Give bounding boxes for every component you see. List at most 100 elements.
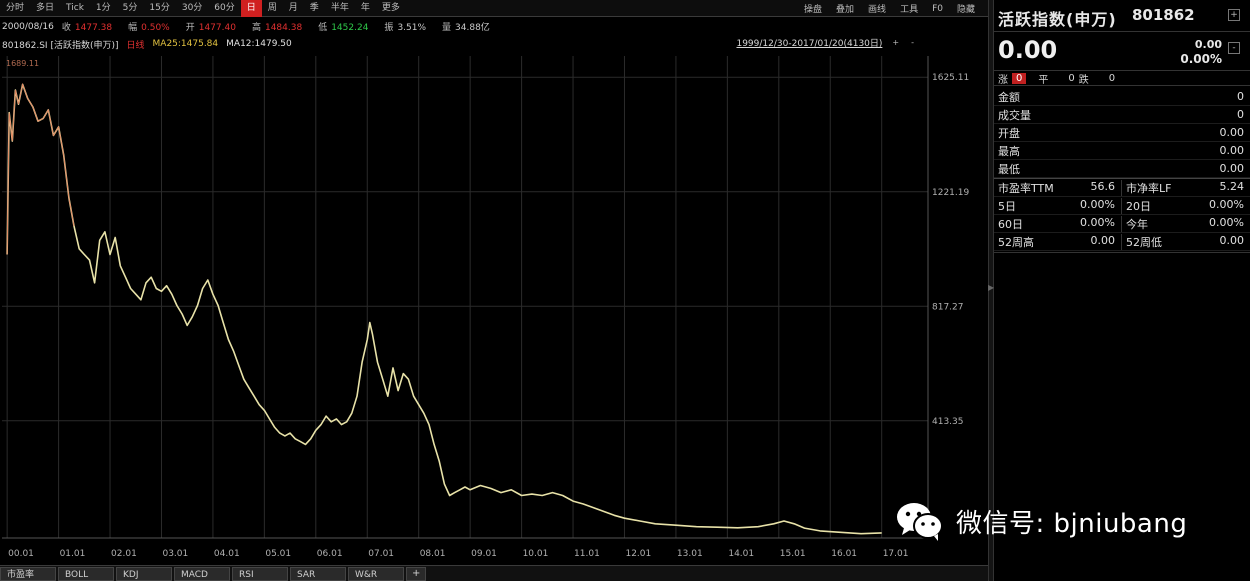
quote-row-value: 0: [1237, 90, 1244, 103]
quote-row-value: 0.00: [1219, 144, 1245, 157]
info-label: 收: [61, 23, 71, 33]
toolbar-menu-2[interactable]: 画线: [868, 5, 887, 15]
panel-divider[interactable]: [988, 0, 994, 581]
indicator-tab-6[interactable]: W&R: [348, 566, 404, 581]
stats-value: 56.6: [1090, 179, 1116, 193]
indicator-tab-3[interactable]: MACD: [174, 566, 230, 581]
x-tick-label: 07.01: [368, 549, 394, 559]
stats-label: 20日: [1126, 199, 1151, 213]
ma12-value: MA12:1479.50: [226, 39, 292, 49]
add-indicator-button[interactable]: +: [406, 566, 427, 581]
x-tick-label: 03.01: [162, 549, 188, 559]
x-tick-label: 14.01: [728, 549, 754, 559]
collapse-button[interactable]: -: [1228, 42, 1240, 54]
panel-empty-area: [994, 252, 1250, 581]
top-price-marker: 1689.11: [6, 59, 39, 68]
stats-value: 0.00%: [1209, 197, 1244, 211]
down-count: 0: [1108, 72, 1116, 84]
info-label: 幅: [128, 23, 138, 33]
x-tick-label: 02.01: [111, 549, 137, 559]
info-item-3: 高 1484.38: [252, 20, 310, 33]
period-tab-7[interactable]: 60分: [214, 2, 235, 13]
toolbar-menu-0[interactable]: 操盘: [804, 5, 823, 15]
period-tab-6[interactable]: 30分: [181, 2, 203, 13]
x-tick-label: 05.01: [265, 549, 291, 559]
quote-row-value: 0.00: [1219, 162, 1245, 175]
info-value: 1452.24: [331, 23, 369, 33]
stats-cell: 市盈率TTM 56.6: [994, 179, 1122, 196]
period-tab-10[interactable]: 月: [288, 2, 298, 13]
up-label: 涨: [998, 74, 1008, 86]
x-tick-label: 00.01: [8, 549, 34, 559]
stats-value: 5.24: [1219, 179, 1245, 193]
info-label: 振: [384, 23, 394, 33]
x-tick-label: 12.01: [625, 549, 651, 559]
quote-row: 最高 0.00: [994, 142, 1250, 160]
period-tab-12[interactable]: 半年: [330, 2, 349, 13]
period-tab-5[interactable]: 15分: [149, 2, 170, 13]
info-label: 高: [251, 23, 261, 33]
quote-row: 金额 0: [994, 88, 1250, 106]
stats-row: 60日 0.00% 今年 0.00%: [994, 215, 1250, 233]
add-watch-button[interactable]: +: [1228, 9, 1240, 21]
period-tab-14[interactable]: 更多: [381, 2, 400, 13]
stats-cell: 52周高 0.00: [994, 233, 1122, 250]
quote-panel: 活跃指数(申万) 801862 + 0.00 0.00 0.00% - 涨 0 …: [994, 0, 1250, 581]
zoom-in-button[interactable]: +: [892, 38, 900, 47]
indicator-tab-5[interactable]: SAR: [290, 566, 346, 581]
period-tab-4[interactable]: 5分: [122, 2, 138, 13]
period-tab-2[interactable]: Tick: [66, 2, 84, 13]
y-tick-label: 413.35: [932, 417, 964, 427]
toolbar-menu-4[interactable]: F0: [932, 3, 943, 14]
price-chart[interactable]: 1625.11 1221.19 817.27 413.35 00.01 01.01 02.0…: [0, 52, 988, 564]
stats-value: 0.00%: [1080, 197, 1115, 211]
flat-label: 平: [1038, 74, 1049, 86]
price-change-pct: 0.00%: [1180, 52, 1222, 66]
toolbar: 分时 多日 Tick 1分 5分 15分 30分 60分日周月季半年年更多 操盘 叠加 画线 工具 F0…: [0, 0, 988, 17]
security-code-label: 801862.SI [活跃指数(申万)]: [2, 40, 119, 51]
period-tab-13[interactable]: 年: [360, 2, 370, 13]
stats-label: 市盈率TTM: [998, 181, 1054, 195]
quote-row-value: 0.00: [1219, 126, 1245, 139]
period-tab-8[interactable]: 日: [240, 0, 262, 17]
wechat-icon: [897, 503, 943, 541]
toolbar-menu-3[interactable]: 工具: [900, 5, 919, 15]
zoom-out-button[interactable]: -: [911, 38, 914, 47]
collapse-arrow-icon[interactable]: ▶: [988, 283, 995, 292]
toolbar-right: 操盘 叠加 画线 工具 F0 隐藏: [797, 0, 982, 17]
stats-cell: 5日 0.00%: [994, 197, 1122, 214]
x-tick-label: 01.01: [60, 549, 86, 559]
period-tab-9[interactable]: 周: [267, 2, 277, 13]
stats-cell: 52周低 0.00: [1122, 234, 1250, 250]
info-label: 低: [318, 23, 328, 33]
x-tick-label: 13.01: [677, 549, 703, 559]
indicator-tab-0[interactable]: 市盈率: [0, 566, 56, 581]
x-tick-label: 09.01: [471, 549, 497, 559]
toolbar-menu-1[interactable]: 叠加: [836, 5, 855, 15]
stats-label: 52周低: [1126, 235, 1162, 249]
stats-cell: 今年 0.00%: [1122, 216, 1250, 232]
date-range-link[interactable]: 1999/12/30-2017/01/20(4130日): [736, 39, 883, 49]
period-tab-0[interactable]: 分时: [6, 2, 25, 13]
stats-grid: 市盈率TTM 56.6 市净率LF 5.24 5日 0.00% 20日 0.00% 60日 0.0…: [994, 178, 1250, 251]
period-tab-11[interactable]: 季: [309, 2, 319, 13]
indicator-tabs: 市盈率 BOLL KDJ MACD RSI SAR W&R +: [0, 565, 988, 581]
y-tick-label: 1625.11: [932, 73, 969, 83]
ma25-value: MA25:1475.84: [152, 39, 219, 49]
toolbar-menu-5[interactable]: 隐藏: [956, 5, 975, 15]
info-value: 34.88亿: [455, 23, 490, 33]
period-tab-3[interactable]: 1分: [95, 2, 111, 13]
indicator-tab-4[interactable]: RSI: [232, 566, 288, 581]
stats-value: 0.00: [1219, 233, 1245, 247]
stats-cell: 市净率LF 5.24: [1122, 180, 1250, 196]
flat-count: 0: [1068, 72, 1075, 84]
indicator-tab-2[interactable]: KDJ: [116, 566, 172, 581]
stats-row: 市盈率TTM 56.6 市净率LF 5.24: [994, 179, 1250, 197]
down-label: 跌: [1078, 74, 1089, 86]
period-tab-1[interactable]: 多日: [36, 2, 55, 13]
info-label: 量: [442, 23, 452, 33]
last-price: 0.00: [998, 36, 1058, 64]
index-name: 活跃指数(申万): [998, 10, 1117, 29]
stats-value: 0.00%: [1080, 215, 1115, 229]
indicator-tab-1[interactable]: BOLL: [58, 566, 114, 581]
